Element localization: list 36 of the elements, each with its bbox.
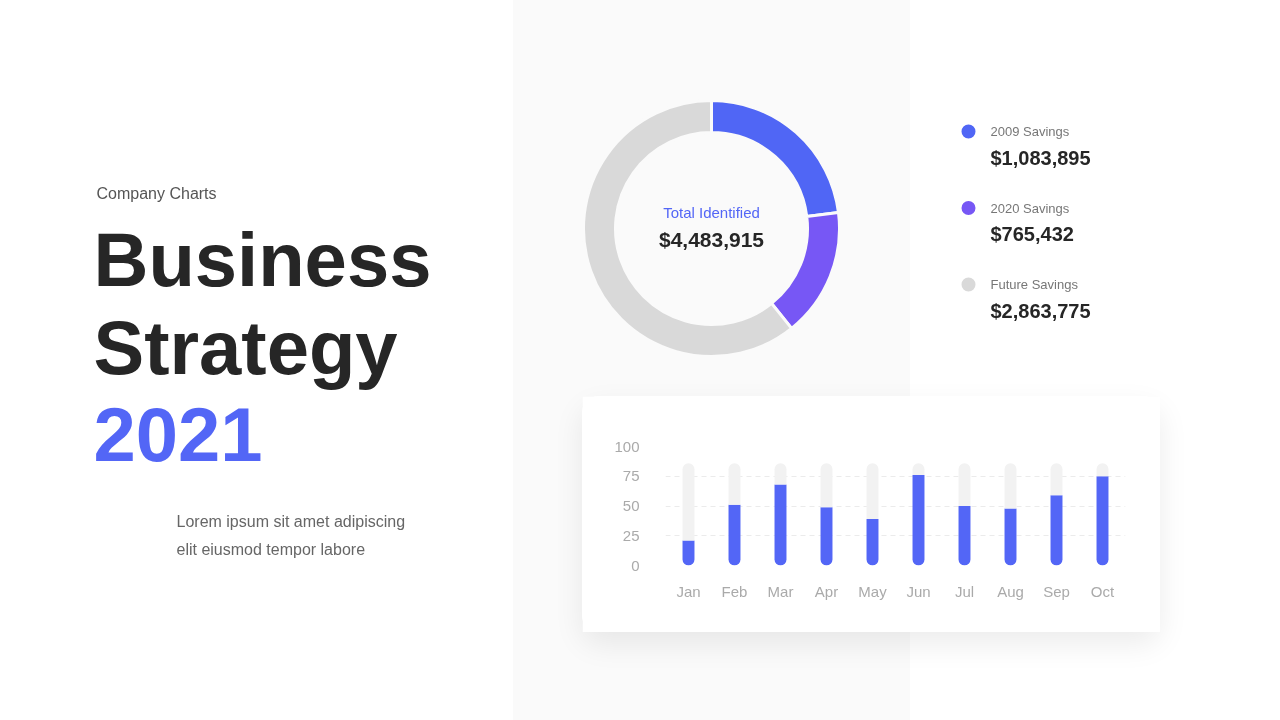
x-tick-label: Jun [906, 582, 931, 600]
x-tick-label: Jan [676, 582, 701, 600]
legend-label: 2020 Savings [990, 200, 1070, 216]
x-tick-label: Aug [997, 582, 1024, 600]
legend-label: 2009 Savings [990, 124, 1070, 139]
x-tick-label: Jul [954, 582, 975, 600]
x-tick-label: Feb [721, 582, 748, 600]
text: Lorem ipsum sit amet adipiscing elit eiusmod tempor labore [176, 513, 406, 558]
y-tick-label: 0 [631, 556, 640, 574]
text: Total Identified [663, 204, 760, 221]
bar [1004, 508, 1017, 566]
x-tick-label: Mar [767, 582, 794, 600]
x-tick-label: May [858, 582, 888, 600]
y-tick-label: 100 [614, 437, 640, 455]
x-tick-label: Sep [1043, 582, 1070, 600]
y-tick-label: 25 [622, 526, 640, 544]
bar [866, 519, 879, 566]
data-label: $1,083,895 [990, 146, 1091, 169]
bar [1050, 495, 1063, 566]
legend-label: Future Savings [990, 277, 1079, 292]
text: Company Charts [96, 185, 217, 202]
bar [774, 484, 787, 566]
y-tick-label: 75 [622, 467, 640, 485]
bar [958, 506, 971, 566]
bar [682, 540, 695, 566]
data-label: $765,432 [990, 223, 1074, 245]
bar [820, 507, 833, 566]
bar [1096, 476, 1109, 566]
x-tick-label: Oct [1090, 582, 1115, 600]
bar [912, 475, 925, 566]
data-label: $2,863,775 [990, 299, 1091, 322]
y-tick-label: 50 [622, 497, 640, 514]
text: $4,483,915 [658, 228, 765, 251]
x-tick-label: Apr [814, 582, 839, 600]
text: Business Strategy 2021 [93, 217, 432, 477]
bar [728, 504, 741, 566]
